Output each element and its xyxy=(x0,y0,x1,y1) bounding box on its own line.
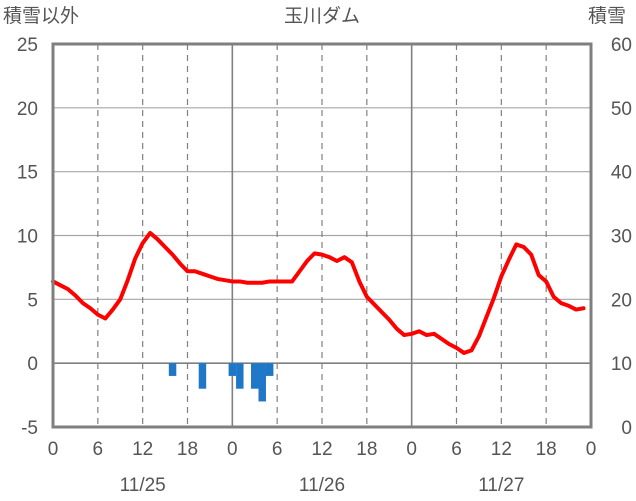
x-tick-label: 6 xyxy=(93,439,104,460)
bar xyxy=(258,363,266,402)
date-label: 11/25 xyxy=(120,475,166,496)
x-tick-label: 12 xyxy=(491,439,512,460)
bar xyxy=(198,363,207,389)
data-line xyxy=(51,230,586,355)
bar xyxy=(265,363,274,376)
right-tick-label: 20 xyxy=(611,290,632,311)
bar xyxy=(228,363,237,376)
grid-layer xyxy=(53,44,591,427)
right-tick-label: 30 xyxy=(611,227,632,248)
x-tick-label: 18 xyxy=(356,439,377,460)
date-label: 11/27 xyxy=(478,475,524,496)
x-tick-label: 0 xyxy=(48,439,59,460)
x-tick-label: 12 xyxy=(311,439,332,460)
right-tick-label: 50 xyxy=(611,99,632,120)
left-tick-label: 20 xyxy=(17,99,38,120)
x-tick-label: 0 xyxy=(586,439,597,460)
left-tick-label: -5 xyxy=(21,418,38,439)
x-tick-label: 6 xyxy=(451,439,462,460)
x-tick-label: 18 xyxy=(177,439,198,460)
left-axis-title: 積雪以外 xyxy=(3,5,79,27)
bar xyxy=(251,363,259,389)
x-tick-label: 0 xyxy=(227,439,238,460)
plot-frame xyxy=(51,42,593,429)
x-tick-label: 18 xyxy=(536,439,557,460)
x-tick-label: 0 xyxy=(406,439,417,460)
left-tick-label: 0 xyxy=(27,354,38,375)
bar xyxy=(236,363,244,389)
right-tick-label: 60 xyxy=(611,35,632,56)
right-tick-label: 0 xyxy=(621,418,632,439)
x-tick-label: 12 xyxy=(132,439,153,460)
bars-layer xyxy=(168,363,274,402)
left-tick-label: 25 xyxy=(17,35,38,56)
right-axis-title: 積雪 xyxy=(588,5,626,27)
left-tick-label: 10 xyxy=(17,227,38,248)
chart-title: 玉川ダム xyxy=(284,5,360,27)
left-tick-label: 15 xyxy=(17,163,38,184)
right-tick-label: 40 xyxy=(611,163,632,184)
bar xyxy=(168,363,177,376)
left-tick-label: 5 xyxy=(27,290,38,311)
right-tick-label: 10 xyxy=(611,354,632,375)
frame-layer xyxy=(51,42,593,429)
date-label: 11/26 xyxy=(299,475,345,496)
x-tick-label: 6 xyxy=(272,439,283,460)
